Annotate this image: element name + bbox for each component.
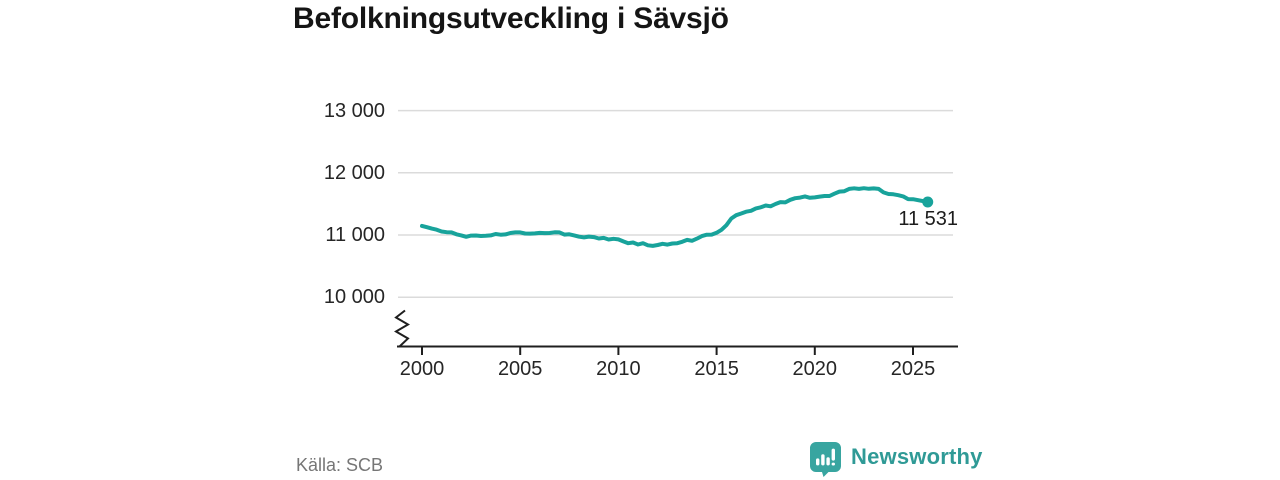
x-tick-label: 2020 bbox=[792, 358, 838, 380]
y-tick-label: 10 000 bbox=[323, 286, 385, 309]
x-tick-label: 2010 bbox=[596, 358, 641, 380]
population-line bbox=[420, 186, 930, 248]
x-tick-label: 2025 bbox=[890, 358, 936, 380]
newsworthy-logo-icon bbox=[809, 441, 842, 477]
y-tick-label: 13 000 bbox=[323, 99, 385, 122]
newsworthy-wordmark: Newsworthy bbox=[851, 444, 983, 469]
end-point-marker bbox=[922, 196, 934, 208]
x-tick-label: 2000 bbox=[399, 358, 445, 380]
latest-value-label: 11 531 bbox=[898, 208, 958, 230]
newsworthy-brand: Newsworthy bbox=[809, 441, 983, 477]
y-tick-label: 12 000 bbox=[323, 161, 385, 184]
y-axis-break-icon bbox=[394, 309, 410, 348]
source-note: Källa: SCB bbox=[296, 455, 384, 475]
y-tick-label: 11 000 bbox=[325, 224, 385, 246]
x-tick-label: 2005 bbox=[497, 358, 543, 380]
chart-title: Befolkningsutveckling i Sävsjö bbox=[293, 2, 729, 35]
x-tick-label: 2015 bbox=[694, 358, 739, 380]
